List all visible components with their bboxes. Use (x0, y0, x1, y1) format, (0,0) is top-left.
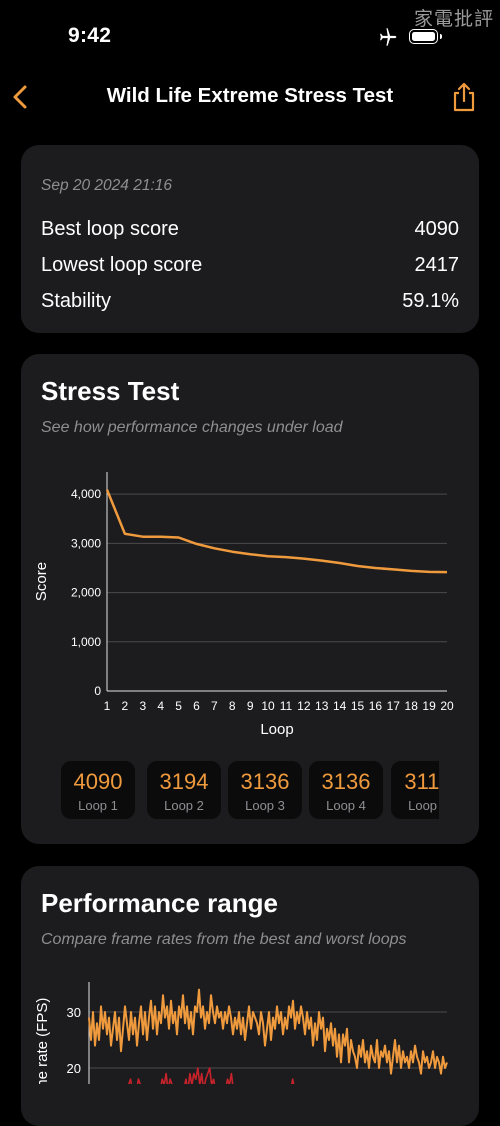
score-series-line (105, 489, 448, 574)
x-axis-label: Loop (260, 721, 293, 738)
loop-chip-score: 3136 (240, 769, 290, 794)
x-tick-label: 16 (369, 699, 383, 713)
loop-chip-1[interactable]: 4090 Loop 1 (61, 761, 135, 819)
loop-chip-4[interactable]: 3136 Loop 4 (309, 761, 383, 819)
x-tick-label: 7 (211, 699, 218, 713)
loop-chip-score: 3136 (321, 769, 371, 794)
performance-range-subtitle: Compare frame rates from the best and wo… (41, 931, 407, 948)
performance-range-card: Performance range Compare frame rates fr… (21, 866, 479, 1126)
y-tick-label: 1,000 (71, 635, 101, 649)
loop-chip-label: Loop 5 (408, 798, 439, 813)
page-title: Wild Life Extreme Stress Test (106, 84, 394, 107)
lowest-loop-score-label: Lowest loop score (41, 254, 203, 276)
y-tick-label: 20 (67, 1061, 81, 1076)
back-chevron-icon[interactable] (8, 80, 32, 114)
stability-value: 59.1% (402, 290, 459, 312)
x-tick-label: 17 (387, 699, 401, 713)
best-loop-fps-line (88, 988, 448, 1075)
loop-chip-5[interactable]: 3119 Loop 5 (391, 761, 439, 819)
x-tick-label: 6 (193, 699, 200, 713)
loop-chip-score: 3119 (404, 769, 439, 794)
x-tick-label: 1 (104, 699, 111, 713)
loop-chip-label: Loop 2 (164, 798, 204, 813)
navigation-bar: Wild Life Extreme Stress Test (0, 70, 500, 126)
x-tick-label: 8 (229, 699, 236, 713)
x-tick-label: 20 (440, 699, 454, 713)
stress-test-title: Stress Test (41, 376, 180, 406)
x-tick-label: 15 (351, 699, 365, 713)
x-tick-label: 2 (122, 699, 129, 713)
lowest-loop-score-row: Lowest loop score 2417 (41, 254, 459, 280)
loop-chip-label: Loop 3 (245, 798, 285, 813)
x-tick-label: 14 (333, 699, 347, 713)
performance-range-chart: 20 30 Frame rate (FPS) (34, 982, 448, 1084)
x-tick-label: 5 (175, 699, 182, 713)
test-date: Sep 20 2024 21:16 (41, 177, 173, 194)
stability-row: Stability 59.1% (41, 290, 459, 316)
stress-test-card: Stress Test See how performance changes … (21, 354, 479, 844)
x-tick-label: 4 (157, 699, 164, 713)
x-tick-label: 3 (139, 699, 146, 713)
x-tick-label: 19 (422, 699, 436, 713)
best-loop-score-row: Best loop score 4090 (41, 218, 459, 244)
y-axis-label: Score (33, 562, 50, 601)
performance-range-title: Performance range (41, 888, 278, 918)
status-bar: 9:42 家電批評 (0, 0, 500, 70)
x-tick-label: 11 (280, 699, 293, 713)
y-tick-label: 2,000 (71, 586, 101, 600)
status-time: 9:42 (68, 24, 112, 47)
lowest-loop-score-value: 2417 (414, 254, 460, 276)
x-tick-label: 18 (405, 699, 419, 713)
loop-chip-label: Loop 4 (326, 798, 366, 813)
stability-label: Stability (41, 290, 112, 312)
best-loop-score-value: 4090 (414, 218, 460, 240)
x-tick-label: 9 (247, 699, 254, 713)
y-tick-label: 4,000 (71, 487, 101, 501)
share-icon[interactable] (450, 80, 478, 114)
worst-loop-fps-line (126, 1067, 297, 1084)
x-tick-label: 12 (297, 699, 311, 713)
loop-chip-2[interactable]: 3194 Loop 2 (147, 761, 221, 819)
x-tick-label: 10 (261, 699, 275, 713)
airplane-mode-icon (380, 28, 397, 46)
loop-chip-score: 3194 (159, 769, 209, 794)
watermark: 家電批評 (413, 8, 494, 30)
x-tick-label: 13 (315, 699, 329, 713)
loop-score-list[interactable]: 4090 Loop 1 3194 Loop 2 3136 Loop 3 3136… (61, 761, 439, 821)
loop-chip-score: 4090 (73, 769, 123, 794)
loop-chip-label: Loop 1 (78, 798, 118, 813)
y-tick-label: 0 (94, 684, 101, 698)
stress-test-subtitle: See how performance changes under load (41, 419, 343, 436)
summary-card: Sep 20 2024 21:16 Best loop score 4090 L… (21, 145, 479, 333)
y-tick-label: 30 (67, 1005, 81, 1020)
y-axis-label: Frame rate (FPS) (34, 998, 51, 1084)
best-loop-score-label: Best loop score (41, 218, 179, 240)
battery-icon (409, 29, 442, 44)
y-tick-label: 3,000 (71, 536, 101, 550)
loop-chip-3[interactable]: 3136 Loop 3 (228, 761, 302, 819)
